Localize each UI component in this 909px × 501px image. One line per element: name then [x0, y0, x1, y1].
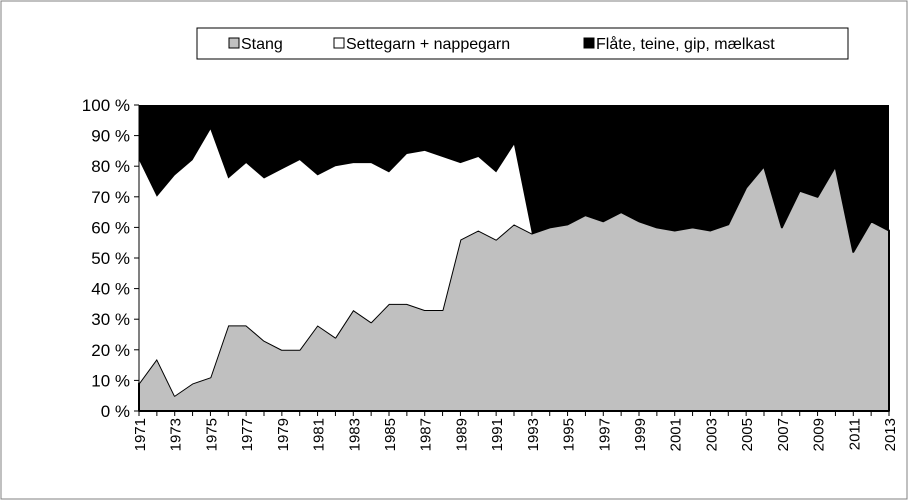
x-tick-label: 2003 — [703, 418, 720, 451]
x-tick-label: 1981 — [311, 418, 328, 451]
y-tick-label: 90 % — [91, 127, 130, 146]
y-tick-label: 80 % — [91, 157, 130, 176]
legend-marker — [583, 37, 595, 49]
y-tick-label: 10 % — [91, 371, 130, 390]
y-tick-label: 50 % — [91, 249, 130, 268]
y-tick-label: 60 % — [91, 218, 130, 237]
area-series — [139, 129, 889, 396]
x-tick-label: 1975 — [203, 418, 220, 451]
area-series — [139, 105, 889, 252]
y-tick-label: 30 % — [91, 310, 130, 329]
legend-label: Settegarn + nappegarn — [346, 36, 510, 53]
y-tick-label: 70 % — [91, 188, 130, 207]
x-tick-label: 2001 — [668, 418, 685, 451]
legend-marker — [228, 37, 240, 49]
x-tick-label: 1989 — [453, 418, 470, 451]
x-tick-label: 2009 — [811, 418, 828, 451]
y-tick-label: 0 % — [101, 402, 130, 421]
x-tick-label: 2007 — [775, 418, 792, 451]
y-tick-label: 40 % — [91, 280, 130, 299]
x-tick-label: 1983 — [346, 418, 363, 451]
x-tick-label: 1999 — [632, 418, 649, 451]
legend-label: Flåte, teine, gip, mælkast — [596, 35, 775, 53]
x-tick-label: 1971 — [132, 418, 149, 451]
x-tick-label: 1997 — [596, 418, 613, 451]
x-tick-label: 1979 — [275, 418, 292, 451]
y-tick-label: 20 % — [91, 341, 130, 360]
x-tick-label: 1991 — [489, 418, 506, 451]
x-tick-label: 1993 — [525, 418, 542, 451]
x-tick-label: 2011 — [846, 418, 863, 450]
legend-label: Stang — [241, 36, 283, 53]
x-tick-label: 1985 — [382, 418, 399, 451]
legend-marker — [333, 37, 345, 49]
legend-box — [196, 27, 849, 60]
x-tick-label: 1987 — [418, 418, 435, 451]
x-tick-label: 1995 — [561, 418, 578, 451]
x-tick-label: 2013 — [882, 418, 899, 451]
y-tick-label: 100 % — [82, 96, 130, 115]
x-tick-label: 2005 — [739, 418, 756, 451]
x-tick-label: 1973 — [168, 418, 185, 451]
x-tick-label: 1977 — [239, 418, 256, 451]
